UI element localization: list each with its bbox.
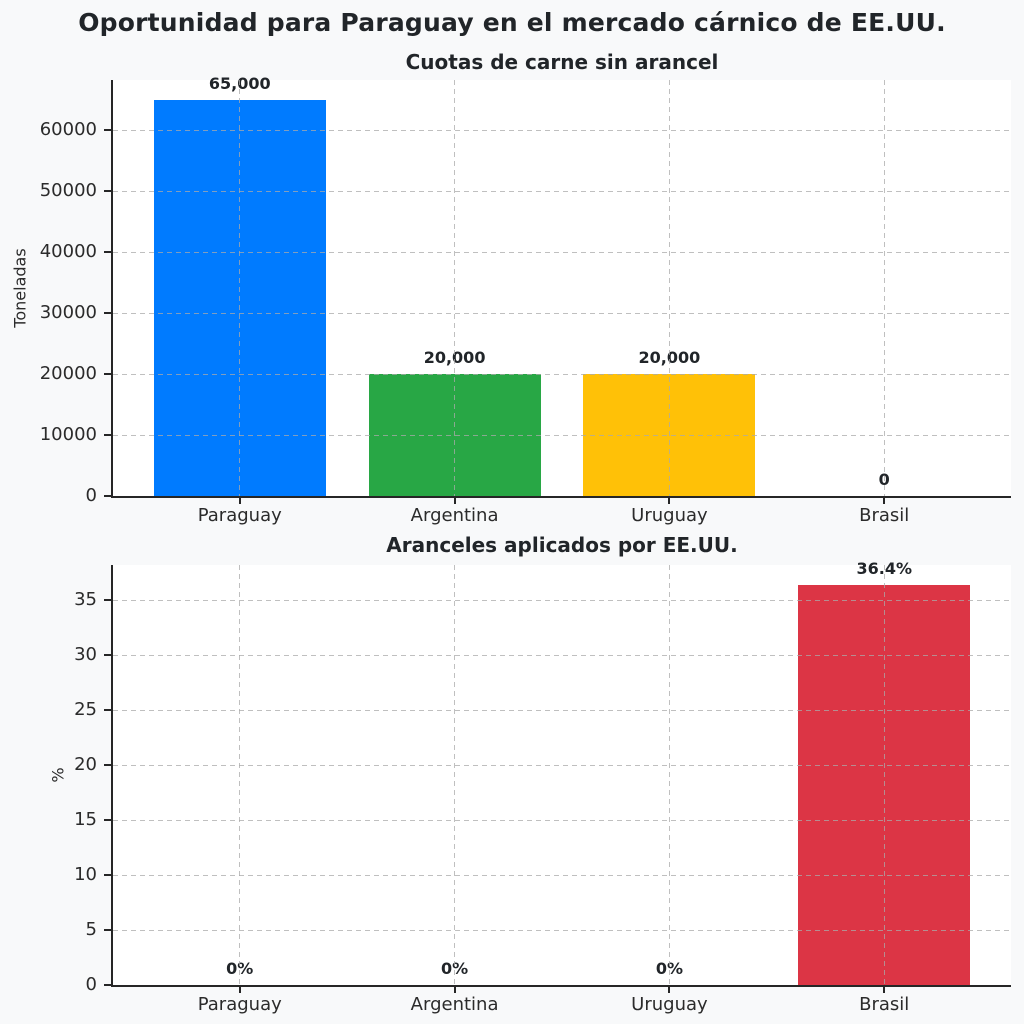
plot-area-aranceles bbox=[111, 565, 1011, 987]
y-tick-mark bbox=[104, 709, 111, 712]
x-tick-label-argentina: Argentina bbox=[410, 994, 499, 1015]
gridline-horizontal bbox=[113, 819, 1011, 821]
gridline-horizontal bbox=[113, 874, 1011, 876]
gridline-horizontal bbox=[113, 251, 1011, 253]
gridline-vertical bbox=[668, 565, 670, 985]
y-tick-label: 20000 bbox=[39, 363, 97, 385]
y-tick-mark bbox=[104, 819, 111, 822]
x-tick-label-uruguay: Uruguay bbox=[631, 505, 708, 526]
y-tick-label: 5 bbox=[85, 919, 97, 941]
x-tick-label-paraguay: Paraguay bbox=[197, 994, 282, 1015]
x-tick-mark bbox=[668, 987, 671, 993]
gridline-horizontal bbox=[113, 434, 1011, 436]
x-tick-mark bbox=[883, 498, 886, 504]
y-tick-label: 15 bbox=[74, 809, 97, 831]
gridline-horizontal bbox=[113, 709, 1011, 711]
y-tick-mark bbox=[104, 929, 111, 932]
y-tick-mark bbox=[104, 984, 111, 986]
y-tick-mark bbox=[104, 495, 111, 497]
figure-title: Oportunidad para Paraguay en el mercado … bbox=[78, 8, 946, 37]
x-tick-label-paraguay: Paraguay bbox=[197, 505, 282, 526]
x-tick-mark bbox=[238, 498, 241, 504]
x-tick-mark bbox=[668, 498, 671, 504]
x-tick-mark bbox=[453, 987, 456, 993]
gridline-horizontal bbox=[113, 129, 1011, 131]
y-tick-label: 40000 bbox=[39, 241, 97, 263]
y-tick-label: 20 bbox=[74, 754, 97, 776]
gridline-vertical bbox=[239, 565, 241, 985]
y-tick-label: 30 bbox=[74, 644, 97, 666]
x-tick-label-argentina: Argentina bbox=[410, 505, 499, 526]
y-tick-label: 25 bbox=[74, 699, 97, 721]
gridline-horizontal bbox=[113, 599, 1011, 601]
y-tick-mark bbox=[104, 373, 111, 376]
y-tick-mark bbox=[104, 874, 111, 877]
x-tick-mark bbox=[238, 987, 241, 993]
x-tick-label-brasil: Brasil bbox=[859, 505, 910, 526]
y-tick-label: 60000 bbox=[39, 119, 97, 141]
gridline-horizontal bbox=[113, 312, 1011, 314]
y-tick-label: 35 bbox=[74, 589, 97, 611]
chart-title-cuotas: Cuotas de carne sin arancel bbox=[405, 50, 719, 74]
y-tick-label: 0 bbox=[85, 974, 97, 995]
y-tick-mark bbox=[104, 599, 111, 602]
gridline-vertical bbox=[454, 565, 456, 985]
gridline-vertical bbox=[668, 80, 670, 496]
gridline-horizontal bbox=[113, 190, 1011, 192]
gridline-vertical bbox=[883, 80, 885, 496]
gridline-horizontal bbox=[113, 373, 1011, 375]
y-tick-mark bbox=[104, 654, 111, 657]
y-tick-label: 50000 bbox=[39, 180, 97, 202]
y-tick-label: 0 bbox=[85, 485, 97, 506]
gridline-vertical bbox=[239, 80, 241, 496]
y-tick-mark bbox=[104, 251, 111, 254]
chart-title-aranceles: Aranceles aplicados por EE.UU. bbox=[386, 533, 738, 557]
x-tick-mark bbox=[883, 987, 886, 993]
gridline-horizontal bbox=[113, 929, 1011, 931]
y-tick-mark bbox=[104, 434, 111, 437]
x-tick-label-brasil: Brasil bbox=[859, 994, 910, 1015]
y-tick-label: 30000 bbox=[39, 302, 97, 324]
gridline-vertical bbox=[454, 80, 456, 496]
gridline-horizontal bbox=[113, 654, 1011, 656]
gridline-horizontal bbox=[113, 764, 1011, 766]
y-tick-mark bbox=[104, 129, 111, 132]
gridline-vertical bbox=[883, 565, 885, 985]
plot-area-cuotas bbox=[111, 80, 1011, 498]
y-tick-mark bbox=[104, 764, 111, 767]
y-tick-mark bbox=[104, 312, 111, 315]
y-tick-label: 10 bbox=[74, 864, 97, 886]
x-tick-mark bbox=[453, 498, 456, 504]
x-tick-label-uruguay: Uruguay bbox=[631, 994, 708, 1015]
y-tick-mark bbox=[104, 190, 111, 193]
y-tick-label: 10000 bbox=[39, 424, 97, 446]
